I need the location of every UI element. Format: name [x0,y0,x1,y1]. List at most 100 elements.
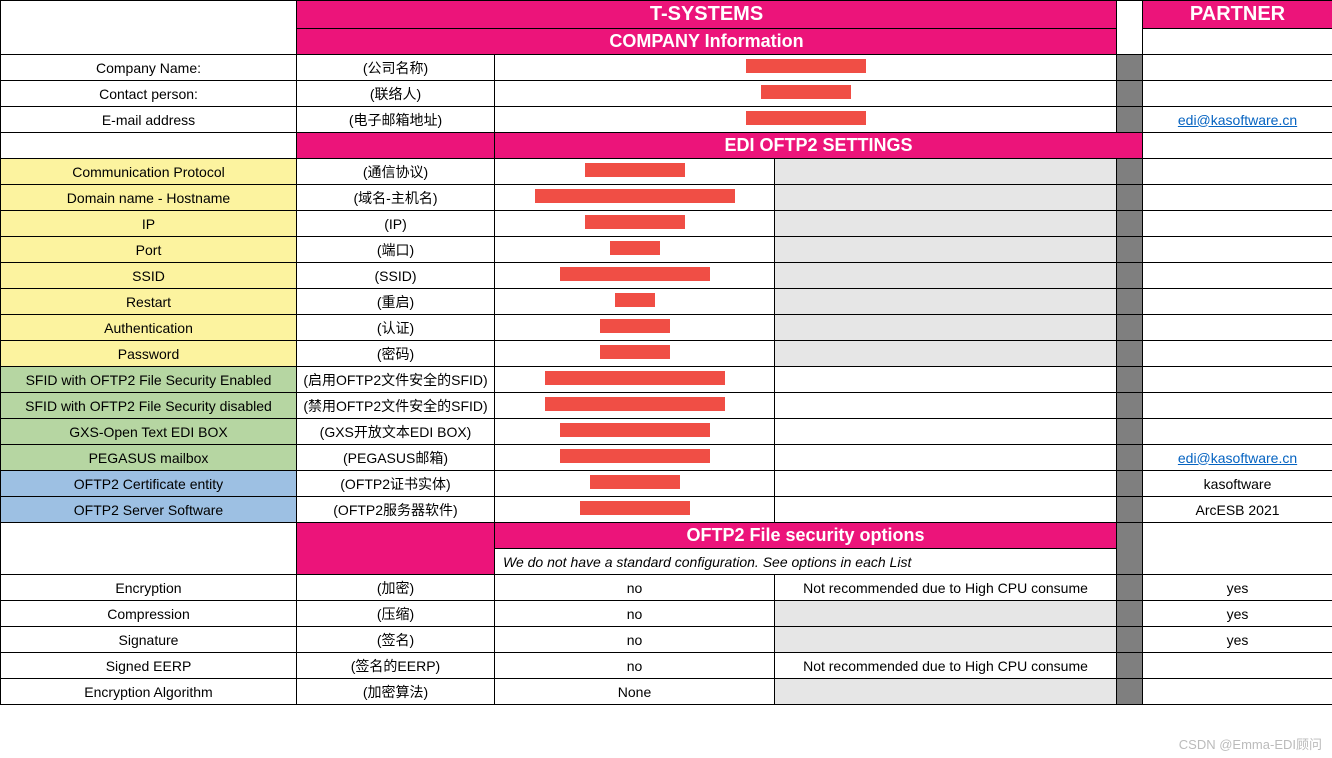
note-security-2 [775,627,1117,653]
redacted-bar [761,85,851,99]
partner-setting-3 [1143,237,1332,263]
redacted-bar [560,449,710,463]
redacted-bar [746,59,866,73]
redacted-bar [590,475,680,489]
zh-setting-4: (SSID) [297,263,495,289]
zh-security-1: (压缩) [297,601,495,627]
partner-setting-13: ArcESB 2021 [1143,497,1332,523]
edi-settings-table: T-SYSTEMSPARTNERCOMPANY InformationCompa… [0,0,1332,705]
redacted-bar [545,371,725,385]
label-setting-0: Communication Protocol [1,159,297,185]
note-security-0: Not recommended due to High CPU consume [775,575,1117,601]
redacted-bar [580,501,690,515]
note-security-3: Not recommended due to High CPU consume [775,653,1117,679]
label-setting-13: OFTP2 Server Software [1,497,297,523]
zh-setting-3: (端口) [297,237,495,263]
redacted-bar [615,293,655,307]
partner-link[interactable]: edi@kasoftware.cn [1178,112,1297,128]
header-edi-oftp2: EDI OFTP2 SETTINGS [495,133,1143,159]
label-setting-1: Domain name - Hostname [1,185,297,211]
partner-setting-4 [1143,263,1332,289]
value-security-0: no [495,575,775,601]
partner-security-3 [1143,653,1332,679]
partner-setting-0 [1143,159,1332,185]
redacted-bar [560,423,710,437]
value-setting-11 [495,445,775,471]
zh-security-2: (签名) [297,627,495,653]
label-security-1: Compression [1,601,297,627]
label-setting-3: Port [1,237,297,263]
header-partner: PARTNER [1143,1,1332,29]
redacted-bar [535,189,735,203]
partner-link[interactable]: edi@kasoftware.cn [1178,450,1297,466]
zh-setting-8: (启用OFTP2文件安全的SFID) [297,367,495,393]
partner-setting-5 [1143,289,1332,315]
redacted-bar [545,397,725,411]
partner-setting-2 [1143,211,1332,237]
value-setting-1 [495,185,775,211]
partner-setting-10 [1143,419,1332,445]
label-security-4: Encryption Algorithm [1,679,297,705]
label-setting-8: SFID with OFTP2 File Security Enabled [1,367,297,393]
zh-setting-10: (GXS开放文本EDI BOX) [297,419,495,445]
partner-company-2: edi@kasoftware.cn [1143,107,1332,133]
partner-setting-1 [1143,185,1332,211]
label-setting-11: PEGASUS mailbox [1,445,297,471]
label-company-0: Company Name: [1,55,297,81]
label-security-3: Signed EERP [1,653,297,679]
value-security-1: no [495,601,775,627]
label-company-1: Contact person: [1,81,297,107]
value-company-1 [495,81,1117,107]
value-setting-12 [495,471,775,497]
note-security-1 [775,601,1117,627]
zh-setting-13: (OFTP2服务器软件) [297,497,495,523]
zh-setting-9: (禁用OFTP2文件安全的SFID) [297,393,495,419]
value-setting-5 [495,289,775,315]
zh-setting-12: (OFTP2证书实体) [297,471,495,497]
partner-setting-8 [1143,367,1332,393]
value-security-4: None [495,679,775,705]
partner-company-0 [1143,55,1332,81]
value-setting-7 [495,341,775,367]
partner-company-1 [1143,81,1332,107]
partner-setting-12: kasoftware [1143,471,1332,497]
value-setting-6 [495,315,775,341]
label-setting-9: SFID with OFTP2 File Security disabled [1,393,297,419]
zh-setting-0: (通信协议) [297,159,495,185]
value-setting-4 [495,263,775,289]
label-setting-6: Authentication [1,315,297,341]
zh-setting-1: (域名-主机名) [297,185,495,211]
value-setting-2 [495,211,775,237]
partner-setting-6 [1143,315,1332,341]
zh-setting-5: (重启) [297,289,495,315]
label-setting-5: Restart [1,289,297,315]
redacted-bar [610,241,660,255]
label-setting-10: GXS-Open Text EDI BOX [1,419,297,445]
zh-security-0: (加密) [297,575,495,601]
value-setting-10 [495,419,775,445]
redacted-bar [585,163,685,177]
watermark: CSDN @Emma-EDI顾问 [1179,734,1322,753]
header-tsystems: T-SYSTEMS [297,1,1117,29]
label-setting-12: OFTP2 Certificate entity [1,471,297,497]
redacted-bar [746,111,866,125]
value-security-3: no [495,653,775,679]
header-file-security: OFTP2 File security options [495,523,1117,549]
note-security-4 [775,679,1117,705]
label-security-2: Signature [1,627,297,653]
label-setting-2: IP [1,211,297,237]
redacted-bar [560,267,710,281]
value-setting-13 [495,497,775,523]
partner-setting-9 [1143,393,1332,419]
zh-company-0: (公司名称) [297,55,495,81]
partner-security-2: yes [1143,627,1332,653]
top-left-blank [1,1,297,55]
label-company-2: E-mail address [1,107,297,133]
value-setting-3 [495,237,775,263]
partner-setting-11: edi@kasoftware.cn [1143,445,1332,471]
zh-security-4: (加密算法) [297,679,495,705]
value-setting-9 [495,393,775,419]
zh-setting-11: (PEGASUS邮箱) [297,445,495,471]
zh-setting-7: (密码) [297,341,495,367]
zh-company-1: (联络人) [297,81,495,107]
